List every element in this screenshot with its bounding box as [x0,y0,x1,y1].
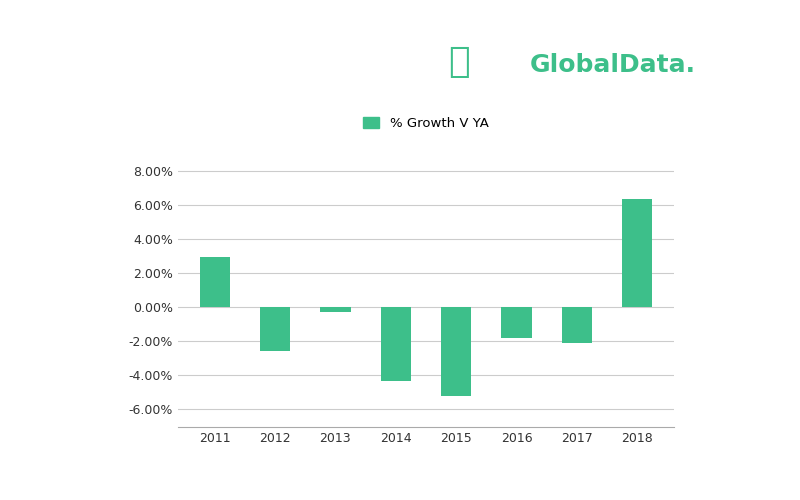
Bar [199,257,230,308]
Bar [320,308,350,312]
Bar [622,199,653,308]
Bar [502,308,532,338]
Bar [381,308,411,380]
Text: UK Squash/Syrups RTD
Consumption  Volume
(2011-2018): UK Squash/Syrups RTD Consumption Volume … [135,32,360,96]
Bar [260,308,290,350]
Legend: % Growth V YA: % Growth V YA [358,112,494,135]
Text: Ⓘ: Ⓘ [448,45,470,79]
Bar [441,308,471,396]
Text: Source:  GlobalData Consumer Intelligence Center: Source: GlobalData Consumer Intelligence… [135,470,566,484]
Bar [562,308,592,343]
Text: GlobalData.: GlobalData. [530,52,695,76]
